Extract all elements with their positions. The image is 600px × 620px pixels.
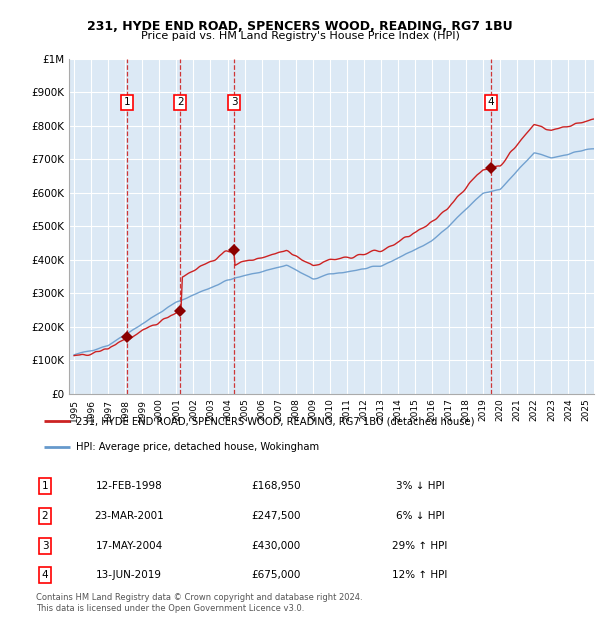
Text: 2: 2 [177, 97, 184, 107]
Text: HPI: Average price, detached house, Wokingham: HPI: Average price, detached house, Woki… [76, 442, 319, 452]
Text: 3: 3 [230, 97, 238, 107]
Text: £247,500: £247,500 [251, 511, 301, 521]
Text: 1: 1 [124, 97, 131, 107]
Text: 231, HYDE END ROAD, SPENCERS WOOD, READING, RG7 1BU: 231, HYDE END ROAD, SPENCERS WOOD, READI… [87, 20, 513, 33]
Text: £430,000: £430,000 [251, 541, 301, 551]
Text: 1: 1 [41, 481, 49, 491]
Text: 2: 2 [41, 511, 49, 521]
Text: 13-JUN-2019: 13-JUN-2019 [96, 570, 162, 580]
Text: 231, HYDE END ROAD, SPENCERS WOOD, READING, RG7 1BU (detached house): 231, HYDE END ROAD, SPENCERS WOOD, READI… [76, 416, 474, 426]
Text: 3% ↓ HPI: 3% ↓ HPI [395, 481, 445, 491]
Text: 17-MAY-2004: 17-MAY-2004 [95, 541, 163, 551]
Text: 23-MAR-2001: 23-MAR-2001 [94, 511, 164, 521]
Text: 12-FEB-1998: 12-FEB-1998 [95, 481, 163, 491]
Text: 29% ↑ HPI: 29% ↑ HPI [392, 541, 448, 551]
Text: Contains HM Land Registry data © Crown copyright and database right 2024.
This d: Contains HM Land Registry data © Crown c… [36, 593, 362, 613]
Text: £675,000: £675,000 [251, 570, 301, 580]
Text: 6% ↓ HPI: 6% ↓ HPI [395, 511, 445, 521]
Text: 4: 4 [488, 97, 494, 107]
Text: 4: 4 [41, 570, 49, 580]
Text: 3: 3 [41, 541, 49, 551]
Text: Price paid vs. HM Land Registry's House Price Index (HPI): Price paid vs. HM Land Registry's House … [140, 31, 460, 41]
Text: 12% ↑ HPI: 12% ↑ HPI [392, 570, 448, 580]
Text: £168,950: £168,950 [251, 481, 301, 491]
